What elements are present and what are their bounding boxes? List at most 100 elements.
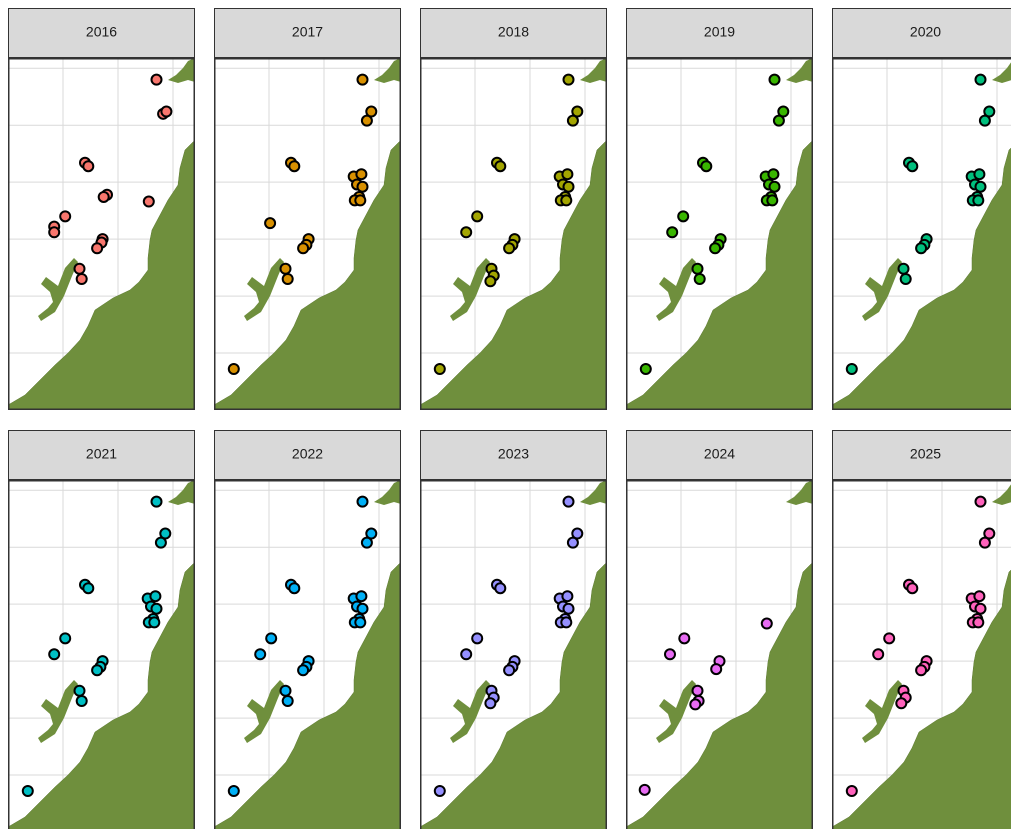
- point: [560, 616, 573, 629]
- point: [710, 663, 723, 676]
- panel: [214, 480, 401, 829]
- point: [678, 632, 691, 645]
- point: [365, 105, 378, 118]
- point: [760, 617, 773, 630]
- point: [571, 527, 584, 540]
- strip: [626, 430, 813, 480]
- point: [354, 194, 367, 207]
- point: [768, 180, 781, 193]
- panel-border: [214, 58, 401, 410]
- facet: 2019: [626, 8, 813, 410]
- point: [433, 362, 446, 375]
- point: [281, 272, 294, 285]
- panel-border: [626, 480, 813, 829]
- panel: [626, 480, 813, 829]
- point: [767, 168, 780, 181]
- panel-border: [420, 480, 607, 829]
- point: [768, 73, 781, 86]
- point: [693, 272, 706, 285]
- point: [915, 242, 928, 255]
- point: [484, 697, 497, 710]
- point: [974, 495, 987, 508]
- point: [73, 684, 86, 697]
- strip-label: 2025: [910, 446, 941, 462]
- point: [75, 272, 88, 285]
- point: [906, 582, 919, 595]
- point: [460, 226, 473, 239]
- point: [148, 616, 161, 629]
- point: [150, 602, 163, 615]
- point: [297, 242, 310, 255]
- point: [97, 190, 110, 203]
- point: [562, 495, 575, 508]
- strip-label: 2022: [292, 446, 323, 462]
- strip: [420, 430, 607, 480]
- point: [503, 242, 516, 255]
- point: [978, 536, 991, 549]
- point: [691, 262, 704, 275]
- point: [897, 262, 910, 275]
- point: [75, 694, 88, 707]
- panel-border: [832, 480, 1011, 829]
- point: [149, 590, 162, 603]
- facet: 2021: [8, 430, 195, 829]
- panel: [420, 480, 607, 829]
- point: [356, 180, 369, 193]
- point: [59, 210, 72, 223]
- point: [983, 527, 996, 540]
- point: [154, 536, 167, 549]
- panel-border: [214, 480, 401, 829]
- point: [845, 784, 858, 797]
- facet: 2024: [626, 430, 813, 829]
- strip-label: 2017: [292, 24, 323, 40]
- point: [972, 616, 985, 629]
- point: [664, 648, 676, 661]
- point: [973, 168, 986, 181]
- point: [160, 105, 173, 118]
- strip: [8, 8, 195, 58]
- strip: [214, 430, 401, 480]
- panel: [214, 58, 401, 410]
- facet: 2018: [420, 8, 607, 410]
- panel: [832, 480, 1011, 829]
- point: [639, 362, 652, 375]
- point: [59, 632, 72, 645]
- point: [872, 648, 885, 661]
- point: [562, 602, 575, 615]
- point: [288, 582, 301, 595]
- point: [899, 272, 912, 285]
- facet: 2020: [832, 8, 1011, 410]
- point: [561, 168, 574, 181]
- point: [766, 194, 779, 207]
- strip-label: 2023: [498, 446, 529, 462]
- point: [978, 114, 991, 127]
- point: [82, 160, 95, 173]
- panel-border: [626, 58, 813, 410]
- point: [666, 226, 679, 239]
- point: [494, 582, 507, 595]
- point: [360, 114, 373, 127]
- point: [288, 160, 301, 173]
- point: [159, 527, 172, 540]
- point: [974, 602, 987, 615]
- point: [91, 664, 104, 677]
- strip: [626, 8, 813, 58]
- facet: 2022: [214, 430, 401, 829]
- point: [48, 226, 61, 239]
- point: [460, 648, 473, 661]
- point: [484, 275, 497, 288]
- point: [566, 536, 579, 549]
- point: [494, 160, 507, 173]
- point: [566, 114, 579, 127]
- panel-border: [420, 58, 607, 410]
- point: [974, 180, 987, 193]
- strip-label: 2019: [704, 24, 735, 40]
- point: [915, 664, 928, 677]
- point: [227, 362, 240, 375]
- point: [471, 210, 484, 223]
- point: [142, 195, 155, 208]
- point: [365, 527, 378, 540]
- strip-label: 2024: [704, 446, 735, 462]
